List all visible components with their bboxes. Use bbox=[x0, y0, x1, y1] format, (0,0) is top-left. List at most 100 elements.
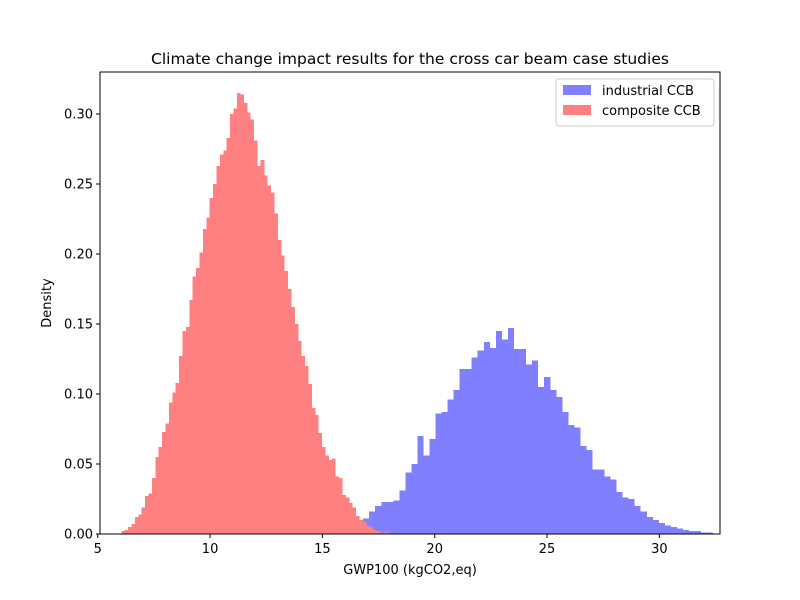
bar-composite bbox=[372, 529, 377, 534]
bar-composite bbox=[226, 137, 231, 535]
bar-composite bbox=[185, 326, 190, 534]
bar-composite bbox=[199, 252, 204, 534]
bars-layer bbox=[121, 93, 714, 535]
bar-composite bbox=[213, 184, 217, 534]
legend-box bbox=[555, 78, 715, 127]
bar-composite bbox=[332, 458, 336, 534]
bar-composite bbox=[315, 415, 319, 534]
bar-industrial bbox=[441, 412, 448, 534]
bar-industrial bbox=[489, 347, 497, 534]
x-tick-label: 15 bbox=[314, 542, 331, 557]
bar-industrial bbox=[610, 479, 617, 534]
bar-industrial bbox=[580, 445, 587, 534]
bar-composite bbox=[291, 307, 295, 534]
bar-industrial bbox=[664, 525, 671, 534]
bar-industrial bbox=[658, 522, 665, 534]
bar-composite bbox=[233, 108, 238, 535]
y-axis-label: Density bbox=[40, 278, 55, 328]
bar-composite bbox=[179, 356, 183, 534]
bar-industrial bbox=[393, 500, 400, 534]
bar-composite bbox=[165, 423, 170, 534]
bar-industrial bbox=[375, 506, 382, 534]
bar-industrial bbox=[568, 424, 575, 534]
bar-industrial bbox=[574, 427, 581, 534]
bar-composite bbox=[379, 532, 384, 534]
bar-industrial bbox=[477, 350, 484, 534]
bar-composite bbox=[277, 240, 282, 534]
bar-composite bbox=[369, 527, 374, 534]
bar-composite bbox=[131, 524, 136, 534]
bar-industrial bbox=[483, 342, 490, 534]
bar-composite bbox=[141, 507, 146, 534]
bar-composite bbox=[328, 459, 333, 534]
legend-label-composite: composite CCB bbox=[602, 104, 701, 119]
bar-composite bbox=[230, 114, 234, 534]
bar-industrial bbox=[676, 528, 683, 534]
bar-industrial bbox=[532, 360, 539, 534]
legend: industrial CCB composite CCB bbox=[555, 78, 715, 127]
bar-industrial bbox=[700, 532, 708, 534]
bar-composite bbox=[294, 324, 299, 534]
bar-composite bbox=[274, 213, 278, 534]
bar-composite bbox=[264, 175, 268, 534]
bar-composite bbox=[308, 384, 312, 534]
bar-composite bbox=[342, 494, 346, 534]
bar-industrial bbox=[453, 389, 460, 534]
bar-industrial bbox=[423, 455, 430, 534]
bar-industrial bbox=[525, 364, 533, 534]
bar-industrial bbox=[634, 506, 641, 534]
bar-composite bbox=[362, 521, 367, 534]
bar-composite bbox=[128, 527, 132, 534]
x-tick-label: 25 bbox=[539, 542, 556, 557]
bar-composite bbox=[366, 525, 370, 534]
bar-composite bbox=[206, 217, 210, 534]
bar-industrial bbox=[369, 511, 376, 534]
bar-composite bbox=[155, 457, 159, 534]
bar-composite bbox=[223, 150, 227, 534]
bar-composite bbox=[182, 331, 187, 534]
x-tick-label: 20 bbox=[426, 542, 443, 557]
bar-composite bbox=[338, 478, 343, 534]
bar-industrial bbox=[616, 492, 623, 534]
bar-composite bbox=[335, 476, 340, 534]
bar-composite bbox=[359, 520, 363, 534]
legend-swatch-industrial bbox=[563, 85, 591, 95]
bar-composite bbox=[209, 198, 214, 534]
bar-industrial bbox=[417, 436, 424, 534]
bar-composite bbox=[376, 531, 380, 534]
bar-composite bbox=[304, 366, 309, 534]
bar-industrial bbox=[682, 529, 689, 534]
y-tick-label: 0.30 bbox=[64, 108, 93, 123]
y-tick-label: 0.00 bbox=[64, 528, 93, 543]
bar-industrial bbox=[519, 349, 527, 534]
bar-industrial bbox=[447, 399, 454, 534]
bar-industrial bbox=[465, 368, 472, 534]
bar-industrial bbox=[411, 464, 418, 534]
bar-industrial bbox=[646, 517, 653, 534]
bar-composite bbox=[243, 102, 248, 535]
bar-composite bbox=[138, 514, 142, 534]
bar-composite bbox=[236, 93, 241, 534]
bar-industrial bbox=[501, 339, 509, 534]
series-industrial bbox=[308, 328, 714, 534]
bar-industrial bbox=[387, 501, 394, 534]
bar-composite bbox=[345, 497, 350, 534]
bar-composite bbox=[124, 529, 129, 534]
bar-composite bbox=[267, 185, 272, 534]
x-axis: 5 10 15 20 25 30 bbox=[94, 534, 668, 557]
bar-composite bbox=[325, 455, 329, 534]
y-tick-label: 0.10 bbox=[64, 388, 93, 403]
bar-composite bbox=[321, 447, 326, 534]
bar-industrial bbox=[556, 396, 563, 534]
bar-industrial bbox=[544, 377, 551, 534]
bar-composite bbox=[301, 356, 306, 534]
bar-composite bbox=[121, 531, 125, 534]
bar-composite bbox=[355, 515, 360, 534]
bar-industrial bbox=[381, 501, 388, 534]
bar-industrial bbox=[640, 511, 647, 534]
bar-industrial bbox=[405, 472, 412, 534]
bar-industrial bbox=[429, 438, 436, 534]
x-tick-label: 10 bbox=[202, 542, 219, 557]
plot-frame bbox=[99, 71, 721, 535]
